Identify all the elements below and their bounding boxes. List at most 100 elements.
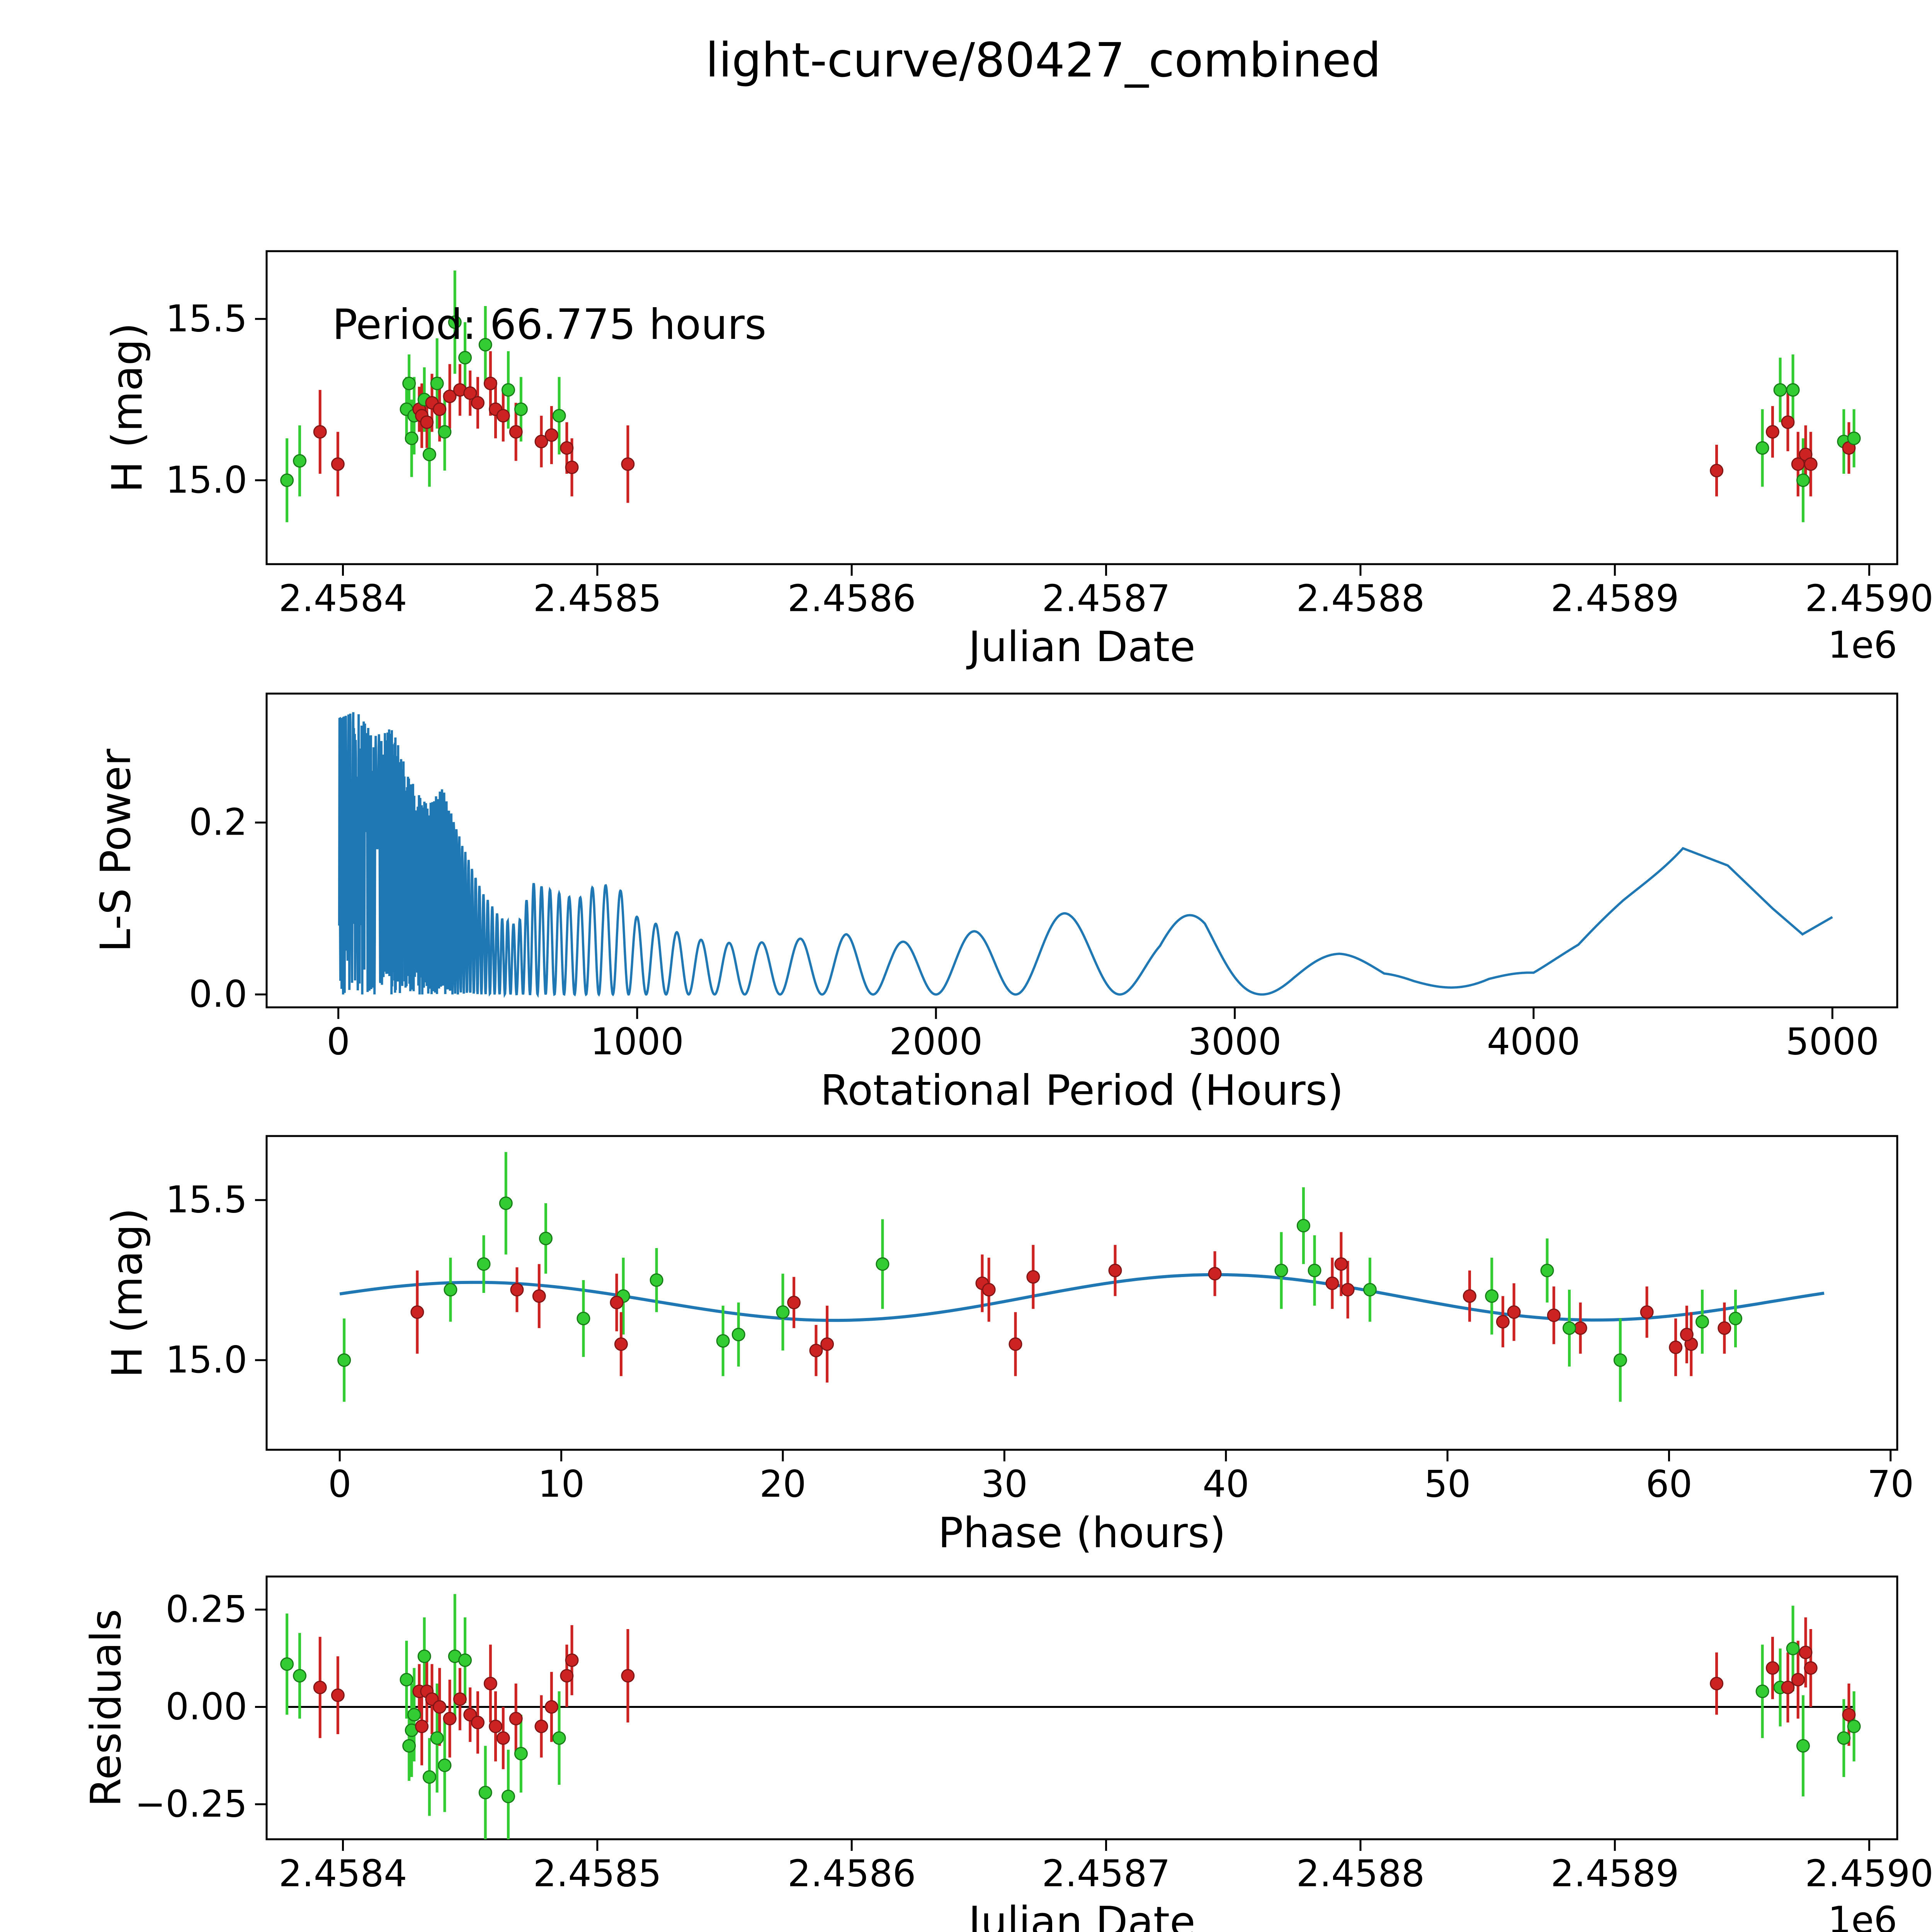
phase-point-g <box>650 1273 663 1287</box>
phase-point-r <box>410 1305 424 1319</box>
residuals-point-r <box>1791 1673 1805 1687</box>
lightcurve-point-g <box>514 402 528 416</box>
periodogram-ylabel: L-S Power <box>92 748 140 952</box>
phase-point-r <box>1547 1308 1561 1322</box>
periodogram-x-tick-label: 0 <box>327 1021 350 1063</box>
phase-point-g <box>1485 1289 1499 1303</box>
residuals-point-g <box>1786 1641 1800 1655</box>
lightcurve-point-r <box>313 425 327 439</box>
residuals-point-g <box>407 1708 421 1722</box>
phase-point-r <box>982 1283 996 1297</box>
residuals-x-tick-label: 2.4589 <box>1551 1853 1679 1895</box>
phase-point-r <box>614 1337 628 1351</box>
phase-point-g <box>1308 1264 1321 1277</box>
residuals-point-g <box>514 1747 528 1760</box>
periodogram-x-tick-label: 4000 <box>1487 1021 1580 1063</box>
phase-point-g <box>1728 1311 1742 1325</box>
lightcurve-point-r <box>565 460 579 474</box>
residuals-y-ticks: −0.25 0.00 0.25 <box>135 1588 267 1825</box>
lightcurve-point-r <box>1781 415 1795 429</box>
residuals-y-tick-label: −0.25 <box>135 1783 247 1825</box>
residuals-point-g <box>1847 1719 1861 1733</box>
phase-xlabel: Phase (hours) <box>938 1509 1226 1557</box>
lightcurve-point-g <box>1755 441 1769 455</box>
residuals-point-g <box>458 1653 472 1667</box>
phase-point-r <box>610 1296 624 1310</box>
residuals-x-tick-label: 2.4585 <box>533 1853 662 1895</box>
phase-point-r <box>820 1337 834 1351</box>
lightcurve-x-tick-label: 2.4590 <box>1805 578 1932 620</box>
phase-fit-curve <box>339 1273 1825 1322</box>
lightcurve-point-r <box>443 389 457 403</box>
phase-y-tick-label: 15.5 <box>165 1179 247 1221</box>
phase-y-ticks: 15.0 15.5 <box>165 1179 267 1381</box>
residuals-y-tick-label: 0.00 <box>165 1685 247 1728</box>
phase-point-g <box>1296 1219 1310 1233</box>
residuals-point-r <box>313 1680 327 1694</box>
lightcurve-point-g <box>1847 431 1861 445</box>
phase-point-r <box>1507 1305 1521 1319</box>
lightcurve-point-g <box>280 473 294 487</box>
lightcurve-ylabel: H (mag) <box>103 323 152 493</box>
lightcurve-point-r <box>1765 425 1779 439</box>
lightcurve-point-r <box>331 457 345 471</box>
residuals-x-tick-label: 2.4588 <box>1296 1853 1425 1895</box>
lightcurve-point-g <box>501 383 515 397</box>
residuals-point-g <box>422 1770 436 1784</box>
phase-point-g <box>444 1283 457 1297</box>
residuals-point-r <box>534 1719 548 1733</box>
lightcurve-point-r <box>471 396 485 410</box>
lightcurve-point-g <box>478 338 492 352</box>
phase-x-tick-label: 60 <box>1646 1463 1692 1506</box>
periodogram-x-tick-label: 3000 <box>1188 1021 1282 1063</box>
lightcurve-spine <box>265 250 1898 565</box>
phase-point-r <box>1680 1328 1694 1342</box>
phase-point-r <box>1496 1315 1510 1329</box>
residuals-point-g <box>501 1789 515 1803</box>
phase-point-r <box>1341 1283 1355 1297</box>
residuals-y-tick-label: 0.25 <box>165 1588 247 1631</box>
phase-spine <box>265 1135 1898 1451</box>
phase-x-tick-label: 30 <box>981 1463 1028 1506</box>
phase-x-tick-label: 20 <box>760 1463 806 1506</box>
residuals-point-r <box>1799 1645 1813 1659</box>
phase-point-g <box>716 1334 730 1348</box>
lightcurve-x-tick-label: 2.4589 <box>1551 578 1679 620</box>
lightcurve-x-tick-label: 2.4584 <box>279 578 407 620</box>
phase-point-g <box>1274 1264 1288 1277</box>
phase-y-tick-label: 15.0 <box>165 1339 247 1381</box>
lightcurve-point-r <box>534 435 548 449</box>
phase-point-r <box>809 1344 823 1357</box>
phase-point-r <box>1669 1340 1683 1354</box>
residuals-x-tick-label: 2.4584 <box>279 1853 407 1895</box>
lightcurve-point-g <box>293 454 307 468</box>
residuals-point-g <box>402 1739 416 1753</box>
lightcurve-x-ticks: 2.4584 2.4585 2.4586 2.4587 2.4588 2.4589 2.45… <box>279 564 1932 620</box>
figure-title: light-curve/80427_combined <box>705 33 1381 88</box>
residuals-spine <box>265 1575 1898 1840</box>
lightcurve-point-g <box>458 351 472 365</box>
lightcurve-point-r <box>544 428 558 442</box>
residuals-point-g <box>478 1786 492 1799</box>
lightcurve-point-g <box>402 376 416 390</box>
lightcurve-point-g <box>448 315 462 329</box>
lightcurve-axis-offset: 1e6 <box>1828 624 1897 667</box>
lightcurve-xlabel: Julian Date <box>968 623 1196 671</box>
phase-point-r <box>1718 1321 1731 1335</box>
residuals-point-r <box>1710 1677 1724 1690</box>
periodogram-x-tick-label: 1000 <box>590 1021 684 1063</box>
residuals-point-g <box>417 1650 431 1663</box>
phase-point-r <box>1640 1305 1654 1319</box>
phase-point-r <box>1208 1267 1222 1281</box>
lightcurve-x-tick-label: 2.4587 <box>1042 578 1170 620</box>
phase-panel: 0 10 20 30 40 50 60 70 15.0 15.5 <box>165 1135 1914 1506</box>
phase-point-r <box>1009 1337 1022 1351</box>
phase-point-g <box>1613 1353 1627 1367</box>
residuals-point-r <box>1842 1708 1856 1722</box>
residuals-point-r <box>453 1692 467 1706</box>
residuals-data <box>280 1594 1861 1839</box>
lightcurve-point-r <box>420 415 434 429</box>
phase-point-r <box>1026 1270 1040 1284</box>
